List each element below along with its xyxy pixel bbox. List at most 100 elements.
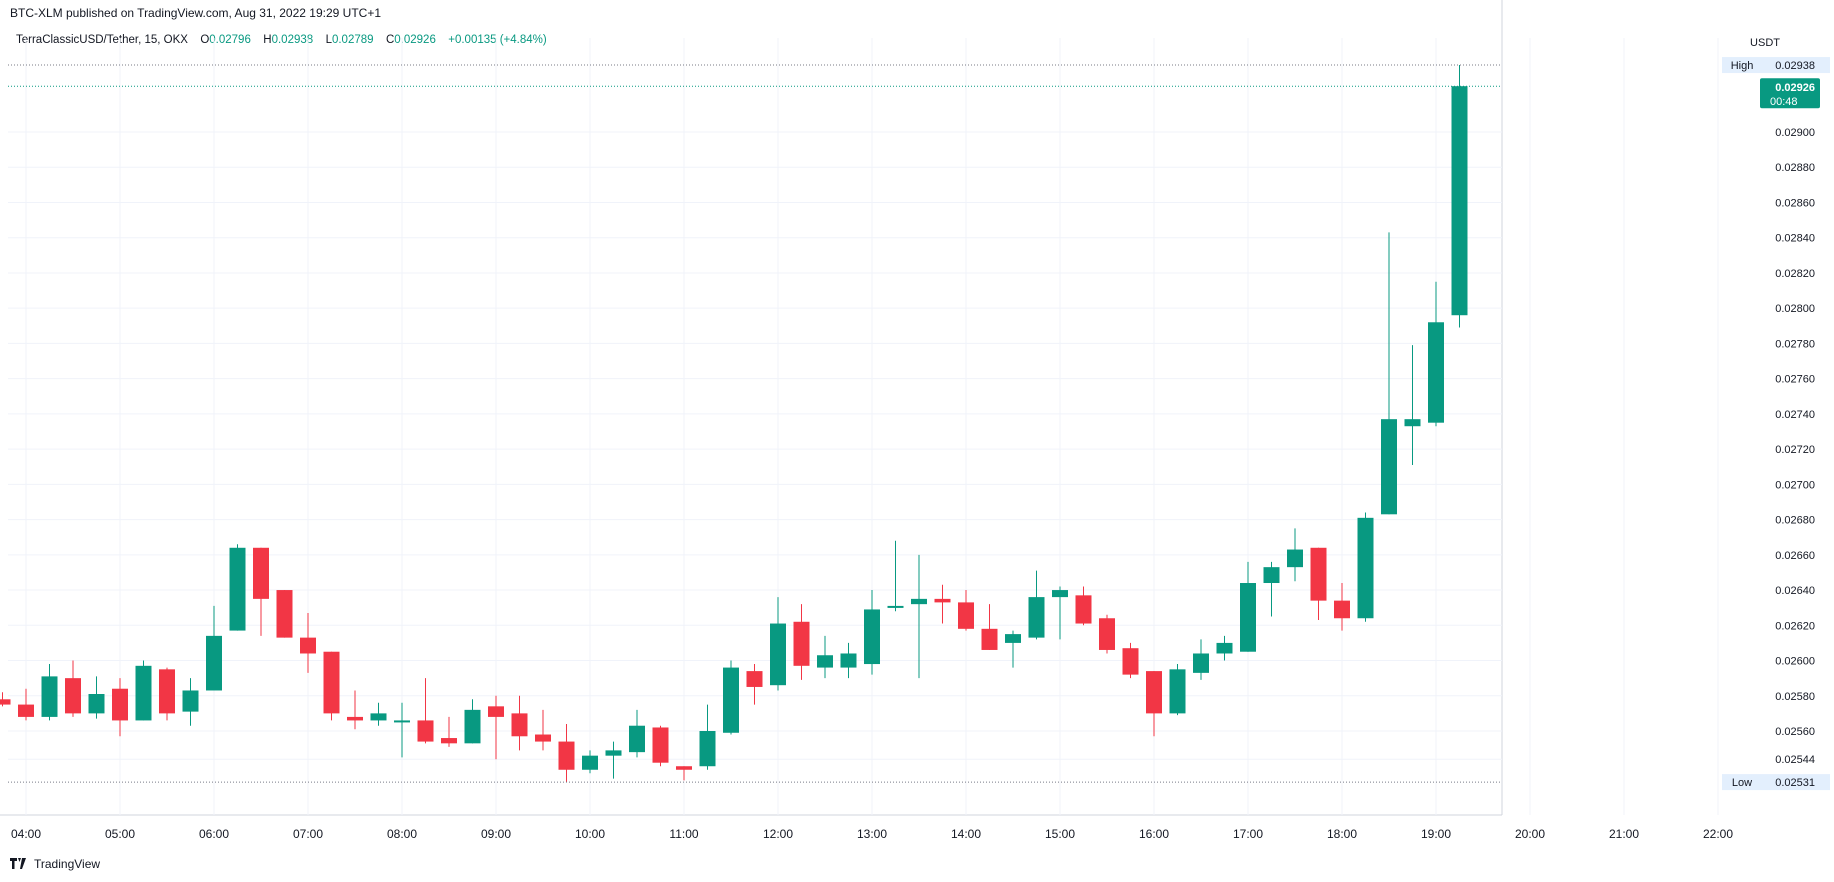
candle-body (1404, 419, 1421, 427)
candle-body (699, 731, 716, 767)
candle (488, 695, 504, 760)
candle (370, 702, 387, 726)
candle (676, 766, 692, 781)
candle (1451, 65, 1468, 328)
footer-brand[interactable]: TradingView (10, 857, 100, 871)
low-marker-label: Low (1732, 777, 1752, 789)
candle (1428, 281, 1444, 427)
candle-body (347, 716, 363, 721)
y-tick-label: 0.02900 (1775, 127, 1815, 139)
low-marker-tag-bg (1722, 774, 1830, 791)
candle (558, 723, 575, 783)
publish-header: BTC-XLM published on TradingView.com, Au… (10, 6, 381, 20)
candle-body (934, 598, 951, 603)
last-price-tag (1760, 78, 1820, 109)
candle-body (0, 699, 11, 705)
candle-body (1169, 669, 1186, 714)
candle (1287, 528, 1303, 582)
candle-body (1428, 322, 1444, 423)
candle-body (864, 609, 880, 665)
y-tick-label: 0.02740 (1775, 409, 1815, 421)
candle (770, 597, 786, 691)
y-tick-label: 0.02680 (1775, 515, 1815, 527)
high-marker-label: High (1731, 60, 1754, 72)
candle (1005, 630, 1021, 668)
y-tick-label: 0.02840 (1775, 233, 1815, 245)
candle-body (135, 665, 152, 721)
candle-body (958, 602, 974, 629)
y-tick-label: 0.02780 (1775, 338, 1815, 350)
x-tick-label: 22:00 (1703, 827, 1733, 841)
candle (323, 651, 340, 721)
y-tick-label: 0.02600 (1775, 656, 1815, 668)
candle (887, 540, 904, 612)
candle-body (793, 621, 810, 666)
candle (582, 750, 598, 774)
low-label: L (325, 34, 332, 46)
candles-group (0, 65, 1468, 783)
candle-body (605, 750, 622, 756)
candle-body (370, 713, 387, 721)
y-tick-label: 0.02580 (1775, 691, 1815, 703)
candle (1169, 664, 1186, 716)
x-tick-label: 07:00 (293, 827, 323, 841)
candle-body (1193, 653, 1209, 673)
candle (793, 604, 810, 680)
open-value: 0.02796 (209, 34, 251, 46)
x-tick-label: 16:00 (1139, 827, 1169, 841)
candle (1028, 570, 1045, 640)
candle-body (911, 598, 927, 605)
high-marker-value: 0.02938 (1775, 60, 1815, 72)
candle-body (300, 637, 316, 654)
candle (41, 664, 58, 721)
y-tick-label: 0.02720 (1775, 444, 1815, 456)
candle-body (394, 720, 410, 723)
time-axis[interactable]: 04:00 05:00 06:00 07:00 08:00 09:00 10:00 11:00… (11, 827, 1733, 841)
price-axis[interactable]: USDT 0.02900 0.02880 0.02860 0.02840 0.02820 0… (1750, 37, 1815, 766)
x-tick-label: 11:00 (669, 827, 698, 841)
candle (817, 635, 833, 679)
candle (88, 676, 105, 719)
candle (1146, 671, 1162, 737)
candle-body (206, 635, 222, 691)
candle-body (112, 688, 128, 721)
candle (699, 704, 716, 770)
candle-body (676, 766, 692, 770)
candle (18, 688, 34, 721)
x-tick-label: 15:00 (1045, 827, 1075, 841)
candle (182, 678, 199, 726)
candle (511, 695, 528, 751)
candle (746, 664, 763, 705)
x-tick-label: 12:00 (763, 827, 793, 841)
candle-body (417, 720, 434, 742)
x-tick-label: 08:00 (387, 827, 417, 841)
candle-body (323, 651, 340, 714)
candle-body (464, 709, 481, 744)
candle (1075, 586, 1092, 626)
x-tick-label: 10:00 (575, 827, 605, 841)
candle (394, 702, 410, 758)
candle (1052, 586, 1068, 640)
x-tick-label: 17:00 (1233, 827, 1263, 841)
candle-body (1052, 590, 1068, 598)
candle-body (1263, 567, 1280, 584)
candle-body (582, 755, 598, 770)
candle-body (1334, 600, 1350, 619)
x-tick-label: 04:00 (11, 827, 41, 841)
y-tick-label: 0.02640 (1775, 585, 1815, 597)
candle (629, 709, 645, 758)
candle (535, 709, 551, 751)
candle-body (1028, 597, 1045, 638)
candle (300, 612, 316, 673)
candle-body (441, 738, 457, 744)
candle (911, 554, 927, 679)
candle-body (746, 671, 763, 687)
candle (958, 590, 974, 631)
candle-body (629, 725, 645, 753)
x-tick-label: 18:00 (1327, 827, 1357, 841)
symbol-label[interactable]: TerraClassicUSD/Tether, 15, OKX (16, 34, 188, 46)
high-value: 0.02938 (271, 34, 314, 46)
candle-body (253, 547, 269, 599)
y-tick-label: 0.02700 (1775, 479, 1815, 491)
